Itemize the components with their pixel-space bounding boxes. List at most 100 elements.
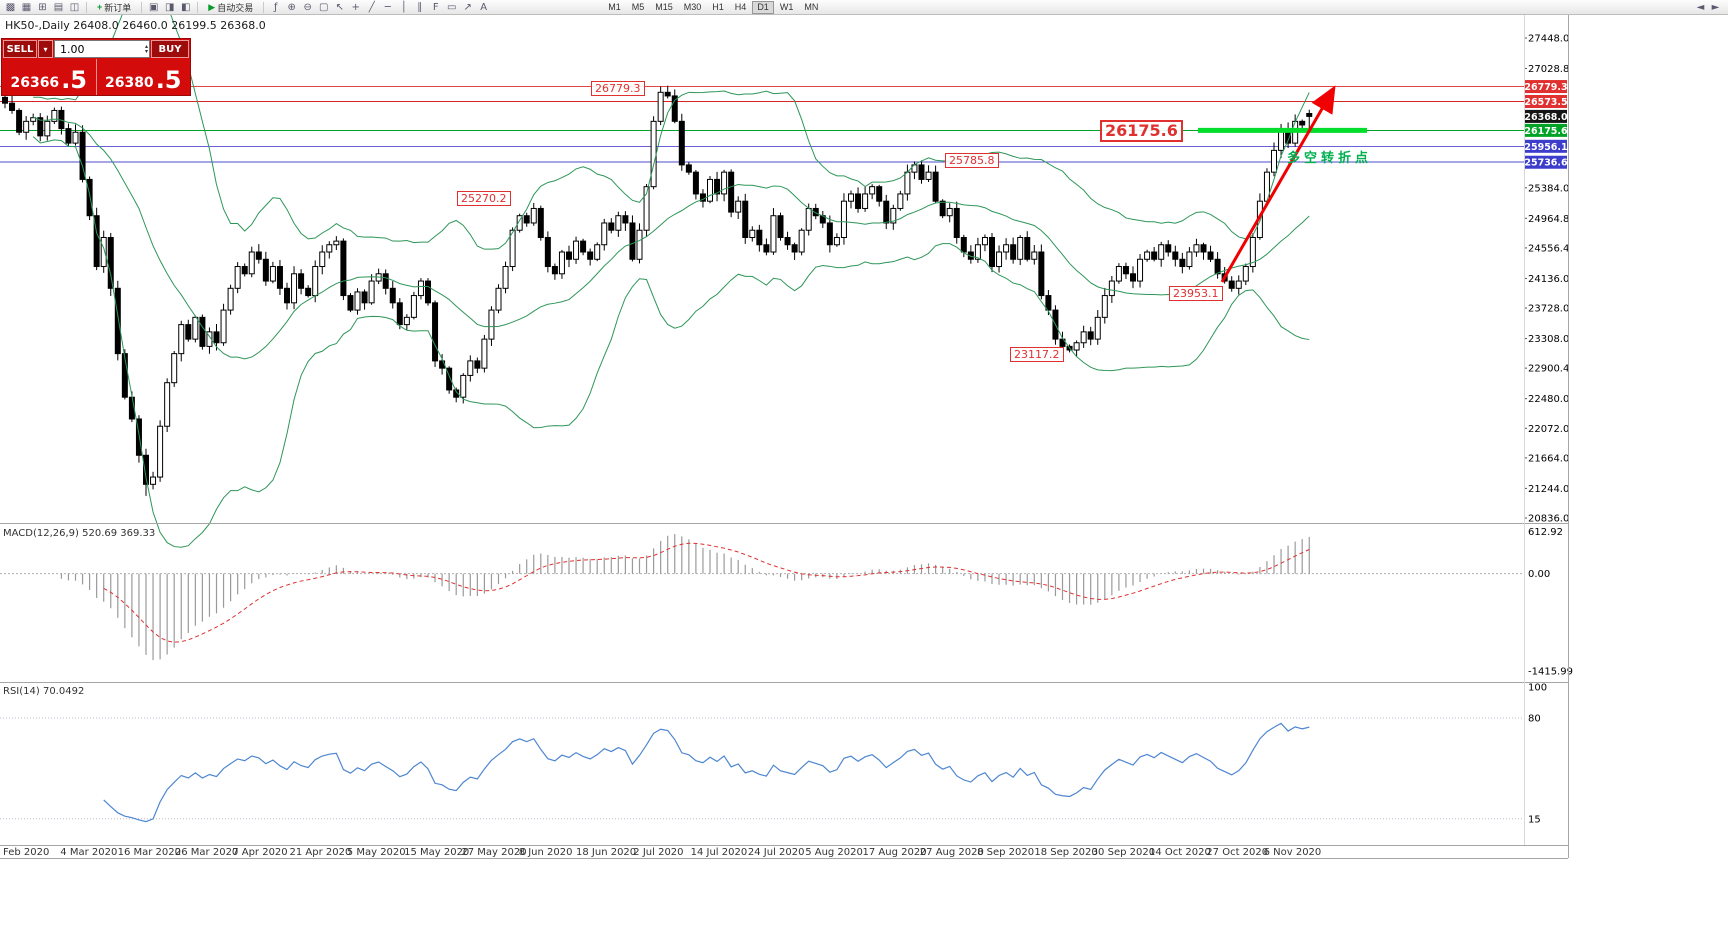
toolbar-separator	[263, 1, 265, 13]
chart-ohlc-header: HK50-,Daily 26408.0 26460.0 26199.5 2636…	[5, 19, 266, 32]
date-label: 15 May 2020	[404, 847, 470, 858]
vertical-line-icon[interactable]: │	[400, 1, 407, 13]
date-label: 8 Sep 2020	[977, 847, 1035, 858]
chart-profiles-icon[interactable]: ▦	[21, 1, 32, 13]
chevron-down-icon: ▾	[43, 44, 48, 54]
date-label: 27 May 2020	[461, 847, 527, 858]
equidistant-channel-icon[interactable]: ∥	[417, 1, 423, 13]
svg-text:15: 15	[1528, 814, 1541, 825]
timeframe-m15-button[interactable]: M15	[650, 1, 678, 14]
svg-text:24964.8: 24964.8	[1528, 214, 1569, 225]
shapes-icon[interactable]: ▭	[446, 1, 457, 13]
date-label: 14 Jul 2020	[690, 847, 748, 858]
timeframe-toolbar: M1 M5 M15 M30 H1 H4 D1 W1 MN	[603, 0, 823, 14]
date-label: 7 Apr 2020	[232, 847, 288, 858]
svg-text:23728.0: 23728.0	[1528, 304, 1569, 315]
svg-text:22480.0: 22480.0	[1528, 394, 1569, 405]
fibonacci-icon[interactable]: F	[432, 1, 439, 13]
sell-price-pips: .5	[61, 66, 88, 94]
volume-stepper[interactable]: ▴ ▾	[144, 43, 148, 55]
order-type-dropdown[interactable]: ▾	[38, 40, 53, 58]
svg-text:20836.0: 20836.0	[1528, 514, 1569, 525]
svg-text:21664.0: 21664.0	[1528, 453, 1569, 464]
toolbar: ▩ ▦ ⊞ ▤ ◫ + 新订单 ▣ ◨ ◧ ▶ 自动交易 ƒ ⊕ ⊖ ▢ ↖ + ╱ ─ │ ∥ F ▭ ↗ A M1 M5 M15 M…	[0, 0, 1728, 15]
price-label-23117: 23117.2	[1010, 347, 1064, 362]
terminal-icon[interactable]: ▣	[149, 1, 159, 13]
toolbar-left-group: ▩ ▦ ⊞ ▤ ◫ + 新订单 ▣ ◨ ◧ ▶ 自动交易 ƒ ⊕ ⊖ ▢ ↖ + ╱ ─ │ ∥ F ▭ ↗ A	[4, 1, 490, 14]
cursor-icon[interactable]: ↖	[335, 1, 344, 13]
svg-text:22900.4: 22900.4	[1528, 364, 1569, 375]
timeframe-h1-button[interactable]: H1	[707, 1, 729, 14]
svg-text:27448.0: 27448.0	[1528, 34, 1569, 45]
date-label: 14 Oct 2020	[1149, 847, 1211, 858]
price-label-26779: 26779.3	[591, 81, 645, 96]
volume-field[interactable]: 1.00 ▴ ▾	[54, 40, 150, 58]
sell-button[interactable]: SELL	[3, 40, 37, 58]
svg-text:26779.3: 26779.3	[1524, 82, 1567, 93]
buy-price[interactable]: 26380.5	[95, 59, 191, 95]
svg-text:26573.5: 26573.5	[1524, 97, 1567, 108]
date-label: 18 Sep 2020	[1034, 847, 1098, 858]
turning-point-label: 多空转折点	[1287, 151, 1373, 166]
date-label: 5 Aug 2020	[805, 847, 863, 858]
data-window-icon[interactable]: ▤	[53, 1, 64, 13]
timeframe-w1-button[interactable]: W1	[775, 1, 799, 14]
fullscreen-icon[interactable]: ◧	[181, 1, 191, 13]
prev-chart-icon[interactable]: ◄	[1696, 1, 1705, 13]
svg-text:24136.0: 24136.0	[1528, 274, 1569, 285]
date-label: 27 Oct 2020	[1206, 847, 1269, 858]
toolbar-right-group: ◄ ►	[1694, 1, 1722, 14]
date-label: 16 Mar 2020	[117, 847, 181, 858]
zoom-out-icon[interactable]: ⊖	[303, 1, 312, 13]
text-label-icon[interactable]: A	[480, 1, 488, 13]
timeframe-m1-button[interactable]: M1	[603, 1, 626, 14]
horizontal-line-icon[interactable]: ─	[384, 1, 391, 13]
navigator-icon[interactable]: ◫	[69, 1, 80, 13]
indicators-icon[interactable]: ƒ	[273, 1, 278, 13]
spin-up-icon[interactable]: ▴	[144, 43, 148, 50]
one-click-trading-panel: SELL ▾ 1.00 ▴ ▾ BUY 26366.5 26380.5	[1, 38, 191, 96]
date-label: 18 Jun 2020	[576, 847, 637, 858]
volume-value: 1.00	[60, 42, 85, 56]
svg-text:27028.8: 27028.8	[1528, 64, 1569, 75]
svg-text:80: 80	[1528, 714, 1541, 725]
buy-price-main: 26380	[104, 75, 154, 91]
toolbar-separator	[197, 1, 199, 13]
strategy-tester-icon[interactable]: ◨	[165, 1, 175, 13]
svg-text:0.00: 0.00	[1528, 569, 1550, 580]
macd-indicator-label: MACD(12,26,9) 520.69 369.33	[3, 528, 156, 539]
timeframe-m30-button[interactable]: M30	[679, 1, 707, 14]
tile-windows-icon[interactable]: ▢	[318, 1, 329, 13]
price-label-23953: 23953.1	[1169, 286, 1223, 301]
date-label: 17 Aug 2020	[862, 847, 927, 858]
date-label: 5 May 2020	[346, 847, 406, 858]
svg-text:25384.0: 25384.0	[1528, 183, 1569, 194]
svg-text:21244.0: 21244.0	[1528, 484, 1569, 495]
crosshair-icon[interactable]: +	[351, 1, 360, 13]
date-label: 26 Mar 2020	[174, 847, 239, 858]
timeframe-m5-button[interactable]: M5	[627, 1, 650, 14]
new-order-plus-icon: +	[97, 2, 103, 12]
time-axis: Feb 2020 4 Mar 2020 16 Mar 2020 26 Mar 2020…	[0, 847, 1524, 859]
sell-price[interactable]: 26366.5	[2, 59, 96, 95]
svg-text:22072.0: 22072.0	[1528, 424, 1569, 435]
new-chart-icon[interactable]: ▩	[5, 1, 16, 13]
svg-text:26175.6: 26175.6	[1524, 126, 1568, 137]
arrows-icon[interactable]: ↗	[463, 1, 472, 13]
date-label: 30 Sep 2020	[1091, 847, 1156, 858]
buy-button[interactable]: BUY	[151, 40, 189, 58]
market-watch-icon[interactable]: ⊞	[38, 1, 47, 13]
zoom-in-icon[interactable]: ⊕	[287, 1, 296, 13]
timeframe-h4-button[interactable]: H4	[730, 1, 752, 14]
spin-down-icon[interactable]: ▾	[144, 48, 148, 55]
trendline-icon[interactable]: ╱	[368, 1, 375, 13]
new-order-button[interactable]: + 新订单	[92, 1, 136, 14]
timeframe-mn-button[interactable]: MN	[799, 1, 823, 14]
date-label: 6 Nov 2020	[1263, 847, 1322, 858]
next-chart-icon[interactable]: ►	[1711, 1, 1720, 13]
svg-text:23308.0: 23308.0	[1528, 334, 1569, 345]
timeframe-d1-button[interactable]: D1	[752, 0, 774, 14]
autotrade-button[interactable]: ▶ 自动交易	[203, 1, 258, 14]
